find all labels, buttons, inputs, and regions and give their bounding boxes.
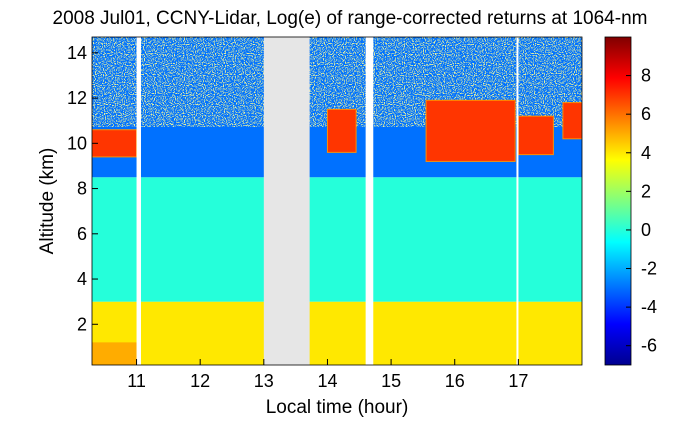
x-axis-label: Local time (hour)	[266, 397, 409, 418]
data-gap	[365, 37, 374, 365]
y-tick-label: 10	[67, 133, 87, 153]
y-tick-label: 4	[77, 269, 87, 289]
y-tick-label: 6	[77, 224, 87, 244]
colorbar: -6 -4 -2 0 2 4 6 8	[604, 36, 657, 366]
colorbar-ticks: -6 -4 -2 0 2 4 6 8	[626, 66, 657, 356]
cirrus-region	[92, 129, 138, 158]
colorbar-tick-label: 8	[641, 66, 651, 86]
cirrus-region	[326, 108, 357, 153]
x-tick-label: 14	[317, 371, 337, 391]
y-axis-label: Altitude (km)	[37, 148, 58, 255]
y-tick-label: 12	[67, 88, 87, 108]
chart-title: 2008 Jul01, CCNY-Lidar, Log(e) of range-…	[53, 8, 648, 29]
colorbar-tick-label: 0	[641, 220, 651, 240]
y-tick-label: 14	[67, 43, 87, 63]
colorbar-tick-label: -4	[641, 297, 657, 317]
colorbar-tick-label: 6	[641, 104, 651, 124]
colorbar-tick-label: -6	[641, 336, 657, 356]
x-tick-label: 11	[127, 371, 146, 391]
data-gap	[516, 37, 519, 365]
free-troposphere-region	[92, 177, 582, 302]
y-tick-label: 8	[77, 179, 87, 199]
x-tick-label: 13	[254, 371, 274, 391]
colorbar-tick-label: 2	[641, 181, 651, 201]
plot-frame	[91, 36, 583, 366]
data-gap	[263, 37, 310, 365]
data-gaps	[136, 37, 519, 365]
boundary-layer-region	[92, 301, 582, 365]
surface-layer-region	[92, 342, 137, 365]
cirrus-region	[562, 102, 582, 140]
data-gap	[136, 37, 141, 365]
x-axis-ticks: 11 12 13 14 15 16 17	[127, 359, 528, 391]
x-tick-label: 16	[445, 371, 465, 391]
colorbar-gradient	[604, 36, 632, 366]
cirrus-region	[517, 115, 554, 156]
y-tick-label: 2	[77, 314, 87, 334]
x-tick-label: 17	[508, 371, 528, 391]
plot-area	[92, 37, 582, 365]
x-tick-label: 12	[190, 371, 210, 391]
x-tick-label: 15	[381, 371, 401, 391]
cirrus-region	[425, 99, 516, 162]
y-axis-ticks: 2 4 6 8 10 12 14	[67, 43, 98, 334]
cloud-features	[92, 99, 582, 162]
colorbar-tick-label: 4	[641, 143, 651, 163]
colorbar-tick-label: -2	[641, 259, 657, 279]
